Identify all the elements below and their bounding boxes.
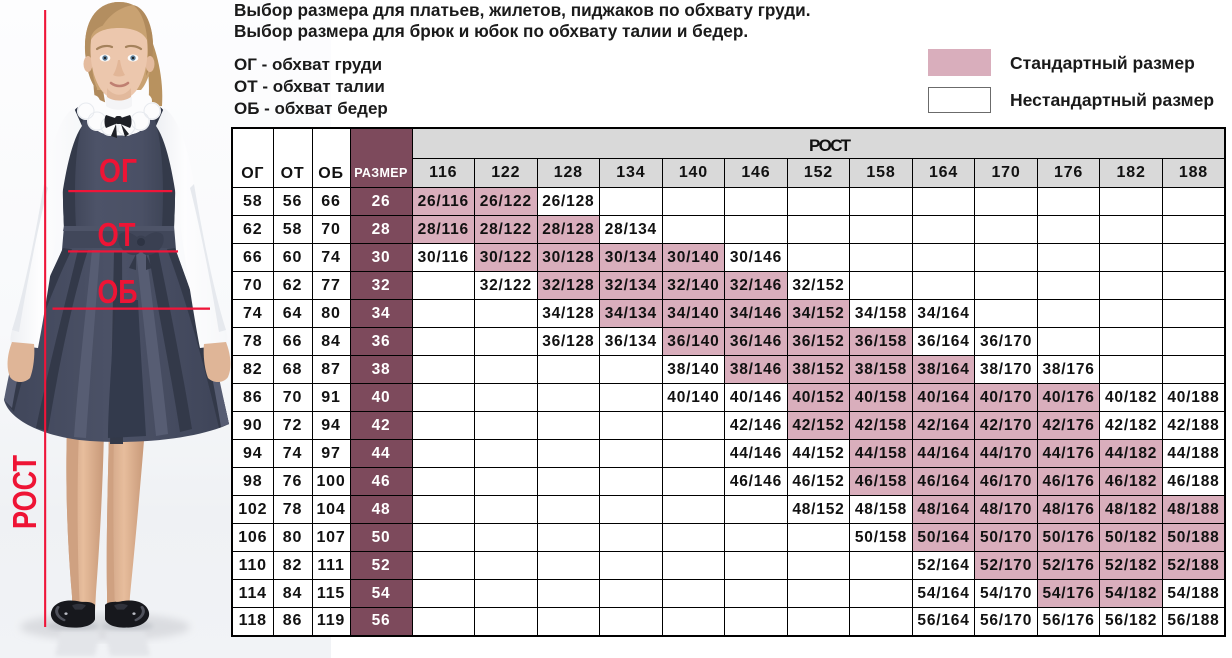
svg-text:ОБ: ОБ [98, 273, 138, 310]
svg-text:ОГ: ОГ [99, 152, 137, 189]
svg-text:ОТ: ОТ [98, 216, 136, 253]
svg-text:РОСТ: РОСТ [6, 455, 43, 529]
